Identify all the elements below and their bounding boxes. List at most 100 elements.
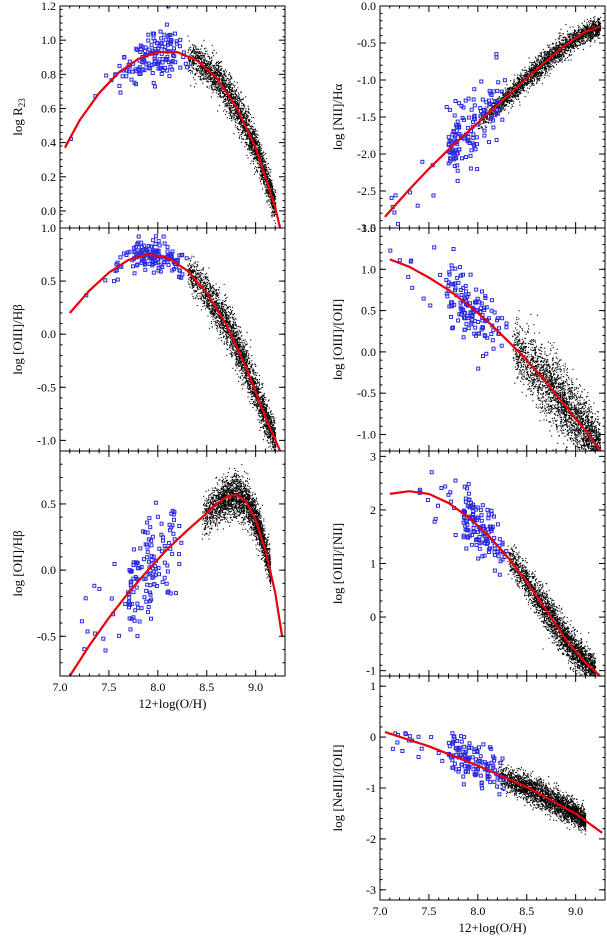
sdss-point (245, 341, 247, 343)
hii-point (143, 45, 148, 50)
sdss-point (233, 352, 235, 354)
sdss-point (190, 265, 192, 267)
sdss-point (270, 423, 272, 425)
sdss-point (225, 317, 227, 319)
sdss-point (259, 155, 261, 157)
sdss-point (273, 453, 274, 454)
sdss-point (204, 75, 206, 77)
sdss-point (207, 62, 209, 64)
sdss-point (239, 118, 241, 120)
sdss-point (263, 167, 265, 169)
sdss-point (199, 275, 201, 277)
sdss-point (223, 325, 225, 327)
sdss-point (244, 359, 246, 361)
sdss-point (225, 104, 227, 106)
sdss-point (229, 73, 231, 75)
sdss-point (198, 279, 200, 281)
hii-point (159, 41, 164, 46)
sdss-point (245, 355, 247, 357)
sdss-point (262, 156, 264, 158)
sdss-point (223, 311, 225, 313)
sdss-point (211, 69, 213, 71)
sdss-point (267, 181, 269, 183)
sdss-point (209, 70, 211, 72)
sdss-point (261, 175, 263, 177)
sdss-point (216, 292, 218, 294)
sdss-point (218, 75, 220, 77)
sdss-point (229, 78, 231, 80)
sdss-point (225, 80, 227, 82)
sdss-point (265, 403, 267, 405)
sdss-point (254, 135, 256, 137)
sdss-point (191, 64, 193, 66)
sdss-point (250, 143, 252, 145)
sdss-point (223, 343, 225, 345)
sdss-point (240, 119, 242, 121)
sdss-point (216, 61, 218, 63)
sdss-point (231, 327, 233, 329)
sdss-point (233, 319, 235, 321)
sdss-point (242, 350, 244, 352)
sdss-point (195, 55, 197, 57)
sdss-point (255, 387, 257, 389)
sdss-point (262, 399, 264, 401)
sdss-point (230, 89, 232, 91)
sdss-point (218, 76, 220, 78)
sdss-point (256, 142, 258, 144)
sdss-point (205, 72, 207, 74)
sdss-point (228, 92, 230, 94)
sdss-point (226, 89, 228, 91)
sdss-point (270, 433, 272, 435)
sdss-point (191, 266, 193, 268)
sdss-point (231, 352, 233, 354)
sdss-point (271, 448, 273, 450)
sdss-point (231, 342, 233, 344)
sdss-point (226, 96, 228, 98)
sdss-point (260, 178, 262, 180)
sdss-point (240, 112, 242, 114)
sdss-point (213, 314, 215, 316)
sdss-point (243, 367, 245, 369)
sdss-point (270, 440, 272, 442)
sdss-point (209, 65, 211, 67)
sdss-point (241, 99, 243, 101)
sdss-point (195, 56, 197, 58)
sdss-point (262, 401, 264, 403)
sdss-point (242, 98, 244, 100)
sdss-point (227, 87, 229, 89)
sdss-point (216, 69, 218, 71)
y-tick-label: 0.4 (41, 136, 56, 150)
sdss-point (236, 331, 238, 333)
sdss-point (249, 143, 251, 145)
sdss-point (219, 88, 221, 90)
sdss-point (246, 387, 248, 389)
sdss-point (271, 422, 273, 424)
sdss-point (253, 159, 255, 161)
sdss-point (191, 284, 193, 286)
sdss-point (218, 324, 220, 326)
sdss-point (254, 381, 256, 383)
sdss-point (197, 70, 199, 72)
sdss-point (258, 410, 260, 412)
sdss-point (210, 62, 212, 64)
y-axis: 0.00.20.40.60.81.01.2 (41, 0, 285, 229)
sdss-point (199, 269, 201, 271)
sdss-point (219, 93, 221, 95)
sdss-point (219, 91, 221, 93)
sdss-point (224, 294, 226, 296)
sdss-point (237, 108, 239, 110)
sdss-point (273, 447, 275, 449)
sdss-point (236, 103, 238, 105)
sdss-point (273, 424, 275, 426)
sdss-point (221, 67, 223, 69)
sdss-point (246, 380, 248, 382)
sdss-point (202, 82, 204, 84)
sdss-point (250, 147, 252, 149)
sdss-point (266, 190, 268, 192)
sdss-point (269, 192, 271, 194)
sdss-point (208, 61, 210, 63)
sdss-point (248, 111, 250, 113)
sdss-point (210, 76, 212, 78)
sdss-point (228, 326, 230, 328)
sdss-point (233, 105, 235, 107)
